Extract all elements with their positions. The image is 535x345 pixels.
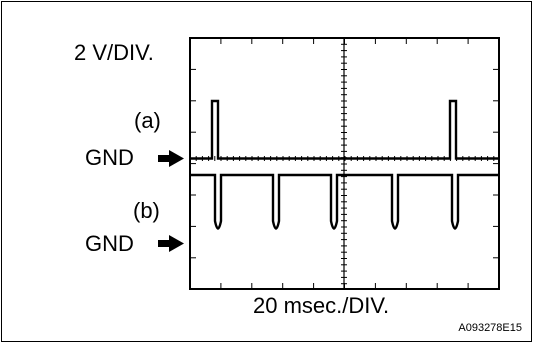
figure-code: A093278E15 (458, 322, 522, 334)
gnd-b-arrow-icon (158, 235, 184, 252)
channel-a-label: (a) (134, 108, 161, 133)
channel-b-label: (b) (133, 198, 160, 223)
channel-a-ground-label: GND (85, 145, 134, 170)
trace-b (190, 173, 499, 230)
channel-b-ground-label: GND (85, 231, 134, 256)
time-scale-label: 20 msec./DIV. (253, 293, 390, 318)
voltage-scale-label: 2 V/DIV. (74, 40, 154, 65)
trace-a (190, 99, 499, 160)
gnd-a-arrow-icon (158, 150, 184, 167)
